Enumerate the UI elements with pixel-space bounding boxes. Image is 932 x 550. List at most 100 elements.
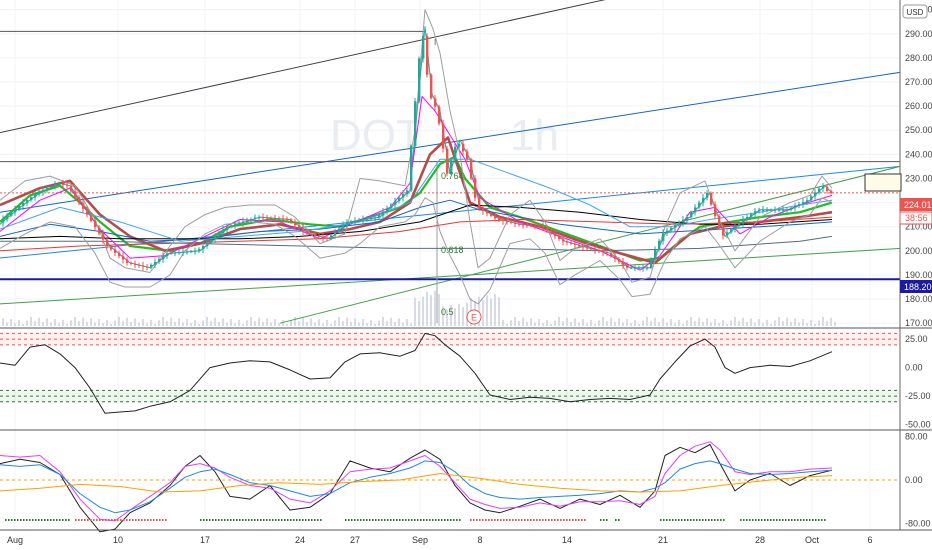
volume-bar (410, 323, 412, 326)
candle-body (486, 211, 489, 214)
price-range-box[interactable] (864, 173, 902, 192)
candle-body (286, 219, 289, 221)
earnings-marker-label: E (471, 313, 477, 323)
series-line[interactable] (0, 441, 833, 522)
earnings-marker[interactable] (466, 309, 482, 325)
signal-dot (23, 519, 25, 521)
signal-dot (272, 519, 274, 521)
series-line[interactable] (0, 197, 833, 305)
signal-dot (488, 519, 490, 521)
candle-body (770, 209, 773, 211)
signal-dot (426, 519, 428, 521)
signal-dot (230, 519, 232, 521)
main-price-pane[interactable] (0, 0, 901, 326)
candle-body (206, 242, 209, 246)
time-tick-label: 10 (113, 535, 123, 545)
flag-marker[interactable]: I (434, 38, 436, 47)
signal-dot (476, 519, 478, 521)
candle-body (802, 202, 805, 205)
candle-body (618, 259, 621, 262)
signal-dot (138, 519, 140, 521)
candle-body (334, 232, 337, 236)
volume-bar (350, 321, 352, 326)
volume-bar (62, 319, 64, 326)
candle-body (462, 143, 465, 152)
volume-bar (358, 322, 360, 326)
signal-dot (693, 519, 695, 521)
candle-body (14, 209, 17, 213)
volume-bar (462, 307, 464, 326)
series-line[interactable] (0, 216, 833, 252)
volume-bar (26, 320, 28, 326)
volume-bar (230, 319, 232, 326)
signal-dot (554, 519, 556, 521)
volume-bar (674, 323, 676, 326)
signal-dot (485, 519, 487, 521)
oscillator-pane-1[interactable] (0, 332, 900, 414)
trendline[interactable] (0, 0, 680, 134)
trendline[interactable] (0, 247, 901, 305)
volume-bar (114, 320, 116, 326)
volume-bar (722, 319, 724, 326)
candle-body (414, 101, 417, 146)
candle-body (410, 145, 413, 191)
series-line[interactable] (0, 235, 833, 252)
signal-dot (99, 519, 101, 521)
series-line[interactable] (0, 332, 833, 414)
candle-body (310, 233, 313, 235)
currency-badge[interactable] (902, 4, 928, 19)
volume-bar (418, 301, 420, 326)
signal-dot (578, 519, 580, 521)
series-line[interactable] (0, 460, 833, 514)
signal-dot (123, 519, 125, 521)
series-line[interactable] (0, 9, 833, 283)
candle-body (642, 267, 645, 269)
signal-dot (363, 519, 365, 521)
volume-bar (274, 319, 276, 326)
price-tick-label: 210.00 (905, 222, 932, 232)
signal-dot (317, 519, 319, 521)
signal-dot (305, 519, 307, 521)
signal-dot (26, 519, 28, 521)
oscillator-2-axis[interactable]: 80.00 0.00 -80.00 (905, 431, 931, 528)
candle-body (90, 214, 93, 221)
series-line[interactable] (0, 473, 833, 493)
oscillator-1-axis[interactable]: 25.00 0.00 -25.00 -50.00 (905, 334, 931, 429)
signal-dot (93, 519, 95, 521)
oscillator-tick-label: 0.00 (905, 363, 923, 373)
signal-dot (87, 519, 89, 521)
volume-bar (194, 319, 196, 326)
signal-dot (408, 519, 410, 521)
candle-body (122, 256, 125, 260)
signal-dot (120, 519, 122, 521)
candle-body (326, 237, 329, 239)
time-tick-label: 21 (658, 535, 668, 545)
series-line[interactable] (0, 96, 833, 271)
series-line[interactable] (0, 199, 833, 242)
volume-bar (550, 324, 552, 326)
volume-bar (714, 319, 716, 326)
candle-body (558, 236, 561, 240)
candle-body (602, 251, 605, 253)
signal-dot (572, 519, 574, 521)
candle-body (814, 192, 817, 197)
oscillator-pane-2[interactable] (0, 441, 900, 533)
candle-body (702, 197, 705, 203)
candle-body (514, 222, 517, 224)
volume-bar (818, 320, 820, 326)
signal-dot (242, 519, 244, 521)
volume-bar (694, 321, 696, 326)
candle-body (214, 236, 217, 240)
volume-bar (126, 317, 128, 326)
candle-body (354, 220, 357, 222)
signal-dot (47, 519, 49, 521)
volume-bar (414, 297, 416, 326)
signal-dot (794, 519, 796, 521)
series-line[interactable] (0, 444, 833, 533)
volume-bar (210, 321, 212, 326)
time-axis[interactable]: Aug 10 17 24 27 Sep 8 14 21 28 Oct 6 (7, 535, 873, 545)
signal-dot (785, 519, 787, 521)
signal-dot (506, 519, 508, 521)
volume-bar (710, 322, 712, 326)
